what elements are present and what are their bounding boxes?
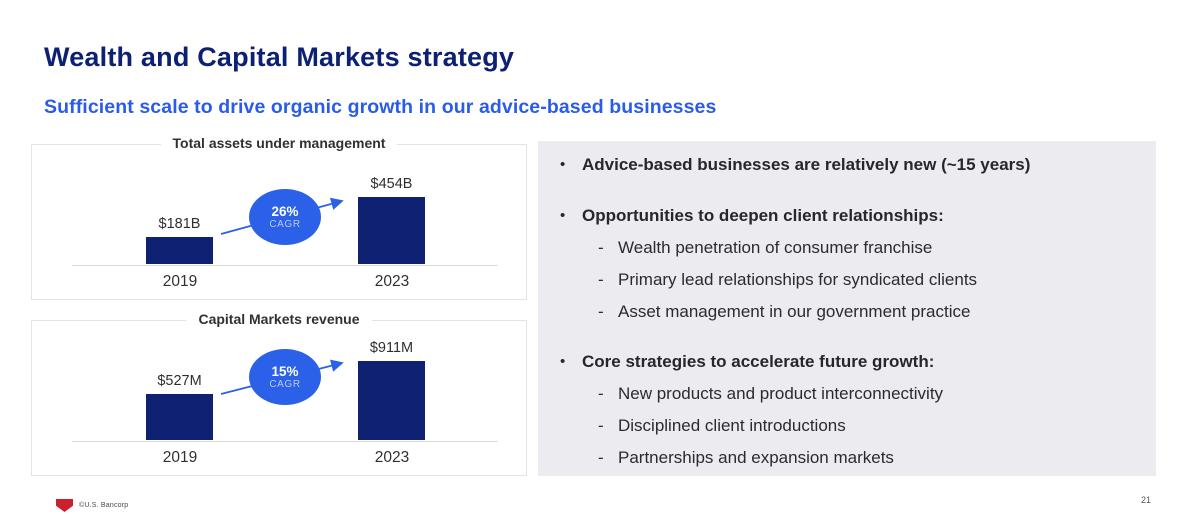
sub-bullet-item: - Partnerships and expansion markets bbox=[560, 448, 1134, 468]
cagr-value: 26% bbox=[271, 203, 299, 219]
cagr-value: 15% bbox=[271, 363, 299, 379]
sub-bullet-text: New products and product interconnectivi… bbox=[618, 384, 944, 403]
bar-rect bbox=[358, 361, 425, 440]
sub-bullet-text: Asset management in our government pract… bbox=[618, 302, 971, 321]
dash-icon: - bbox=[598, 416, 604, 435]
bullet-icon: • bbox=[560, 207, 566, 224]
dash-icon: - bbox=[598, 238, 604, 257]
bar-2023: $911M bbox=[358, 340, 425, 440]
bullet-icon: • bbox=[560, 353, 566, 370]
usbank-shield-logo-icon bbox=[56, 499, 73, 512]
bar-value-label: $527M bbox=[157, 373, 202, 389]
x-tick-2019: 2019 bbox=[162, 273, 198, 290]
chart-aum-plot: 26% CAGR $181B $454B 2019 2023 bbox=[32, 145, 526, 299]
axis-baseline bbox=[72, 265, 498, 266]
bullet-item: • Advice-based businesses are relatively… bbox=[560, 155, 1134, 175]
bar-rect bbox=[358, 197, 425, 264]
sub-bullet-text: Primary lead relationships for syndicate… bbox=[618, 270, 978, 289]
chart-cm-title: Capital Markets revenue bbox=[32, 311, 526, 329]
page-title: Wealth and Capital Markets strategy bbox=[44, 42, 515, 72]
dash-icon: - bbox=[598, 448, 604, 467]
page-subtitle: Sufficient scale to drive organic growth… bbox=[44, 96, 717, 118]
sub-bullet-item: - Wealth penetration of consumer franchi… bbox=[560, 238, 1134, 258]
bar-2019: $527M bbox=[146, 373, 213, 440]
axis-baseline bbox=[72, 441, 498, 442]
sub-bullet-item: - Asset management in our government pra… bbox=[560, 302, 1134, 322]
bullet-text: Core strategies to accelerate future gro… bbox=[582, 352, 935, 371]
sub-bullet-item: - Primary lead relationships for syndica… bbox=[560, 270, 1134, 290]
dash-icon: - bbox=[598, 302, 604, 321]
cagr-badge: 15% CAGR bbox=[249, 349, 321, 405]
copyright-text: ©U.S. Bancorp bbox=[79, 502, 129, 509]
dash-icon: - bbox=[598, 384, 604, 403]
sub-bullet-text: Wealth penetration of consumer franchise bbox=[618, 238, 933, 257]
cagr-label: CAGR bbox=[269, 218, 301, 230]
bar-2023: $454B bbox=[358, 176, 425, 264]
chart-aum-title: Total assets under management bbox=[32, 135, 526, 153]
sub-bullet-text: Disciplined client introductions bbox=[618, 416, 846, 435]
cagr-label: CAGR bbox=[269, 378, 301, 390]
bullet-item: • Opportunities to deepen client relatio… bbox=[560, 206, 1134, 226]
sub-bullet-text: Partnerships and expansion markets bbox=[618, 448, 894, 467]
bullet-item: • Core strategies to accelerate future g… bbox=[560, 352, 1134, 372]
bar-value-label: $454B bbox=[370, 176, 413, 192]
chart-aum: Total assets under management 26% CAGR $… bbox=[31, 135, 527, 300]
x-tick-2019: 2019 bbox=[162, 449, 198, 466]
highlights-content: • Advice-based businesses are relatively… bbox=[538, 141, 1156, 480]
bullet-text: Advice-based businesses are relatively n… bbox=[582, 155, 1031, 174]
bar-value-label: $911M bbox=[369, 340, 414, 356]
chart-cm-plot: 15% CAGR $527M $911M 2019 2023 bbox=[32, 321, 526, 475]
highlights-panel: • Advice-based businesses are relatively… bbox=[538, 141, 1156, 476]
bar-rect bbox=[146, 237, 213, 264]
bar-value-label: $181B bbox=[158, 216, 201, 232]
dash-icon: - bbox=[598, 270, 604, 289]
bullet-icon: • bbox=[560, 156, 566, 173]
bar-rect bbox=[146, 394, 213, 440]
chart-capital-markets: Capital Markets revenue 15% CAGR $527M bbox=[31, 311, 527, 476]
x-tick-2023: 2023 bbox=[374, 449, 410, 466]
sub-bullet-item: - Disciplined client introductions bbox=[560, 416, 1134, 436]
bar-2019: $181B bbox=[146, 216, 213, 264]
x-tick-2023: 2023 bbox=[374, 273, 410, 290]
bullet-text: Opportunities to deepen client relations… bbox=[582, 206, 944, 225]
page-number: 21 bbox=[1141, 495, 1152, 505]
sub-bullet-item: - New products and product interconnecti… bbox=[560, 384, 1134, 404]
cagr-badge: 26% CAGR bbox=[249, 189, 321, 245]
